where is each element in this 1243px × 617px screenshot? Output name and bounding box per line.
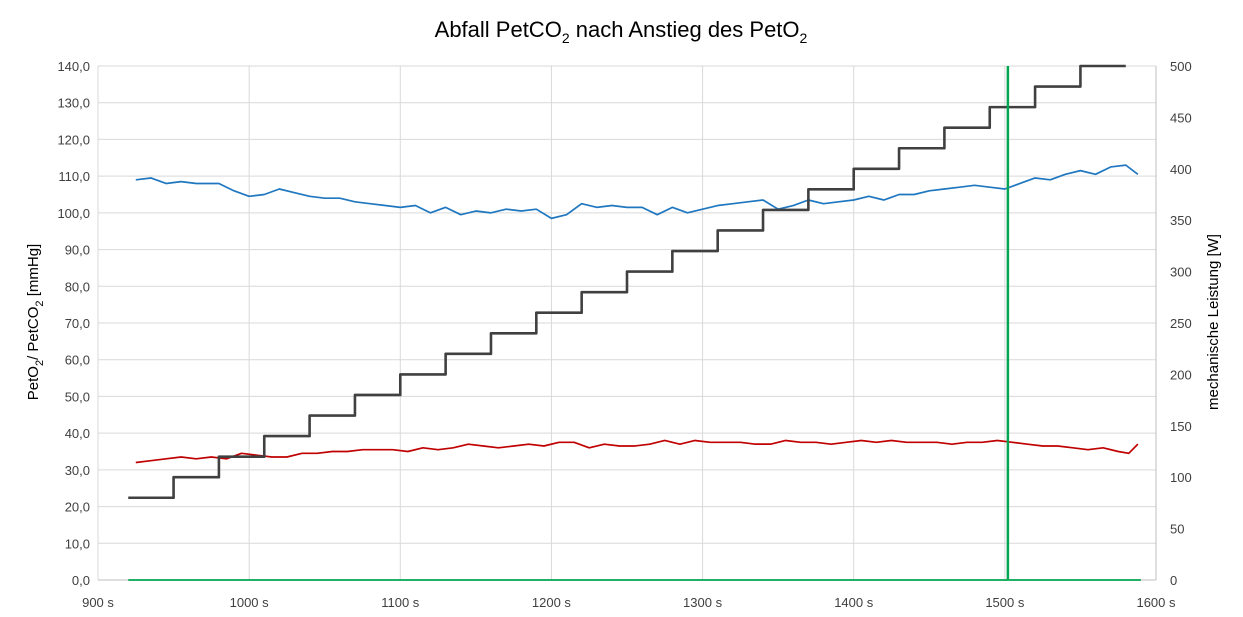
y-left-tick-label: 0,0 — [72, 573, 90, 588]
y-right-tick-label: 250 — [1170, 316, 1192, 331]
y-left-tick-labels: 0,0 10,0 20,0 30,0 40,0 50,0 60,0 70,0 80,0 90,0 1… — [57, 59, 90, 588]
x-tick-label: 1100 s — [381, 595, 420, 610]
x-tick-label: 1400 s — [834, 595, 874, 610]
x-tick-label: 900 s — [82, 595, 114, 610]
y-right-tick-labels: 0 50 100 150 200 250 300 350 400 450 500 — [1170, 59, 1192, 588]
y-left-tick-label: 50,0 — [65, 389, 90, 404]
y-left-tick-label: 70,0 — [65, 316, 90, 331]
y-left-tick-label: 90,0 — [65, 243, 90, 258]
series-line-1 — [135, 439, 1139, 464]
gridlines — [97, 65, 1157, 581]
x-tick-label: 1200 s — [532, 595, 572, 610]
y-right-tick-label: 150 — [1170, 419, 1192, 434]
y-left-tick-label: 130,0 — [57, 96, 90, 111]
y-left-tick-label: 140,0 — [57, 59, 90, 74]
series-line-0 — [135, 164, 1139, 220]
y-left-tick-label: 80,0 — [65, 279, 90, 294]
y-right-tick-label: 100 — [1170, 470, 1192, 485]
y-right-tick-label: 50 — [1170, 522, 1184, 537]
y-left-tick-label: 10,0 — [65, 536, 90, 551]
y-left-tick-label: 60,0 — [65, 353, 90, 368]
y-left-tick-label: 30,0 — [65, 463, 90, 478]
x-tick-labels: 900 s 1000 s 1100 s 1200 s 1300 s 1400 s 1500 … — [82, 595, 1176, 610]
x-tick-label: 1600 s — [1136, 595, 1176, 610]
y-right-tick-label: 300 — [1170, 265, 1192, 280]
y-left-tick-label: 100,0 — [57, 206, 90, 221]
y-left-tick-label: 20,0 — [65, 500, 90, 515]
y-left-axis-label: PetO2/ PetCO2 [mmHg] — [25, 244, 46, 400]
x-tick-label: 1500 s — [985, 595, 1025, 610]
y-right-tick-label: 400 — [1170, 162, 1192, 177]
y-right-axis-label: mechanische Leistung [W] — [1205, 234, 1222, 410]
x-tick-label: 1300 s — [683, 595, 723, 610]
x-tick-label: 1000 s — [230, 595, 270, 610]
y-right-tick-label: 450 — [1170, 110, 1192, 125]
y-right-tick-label: 0 — [1170, 573, 1177, 588]
y-right-tick-label: 200 — [1170, 367, 1192, 382]
series-group — [128, 64, 1141, 581]
y-left-tick-label: 40,0 — [65, 426, 90, 441]
chart-title: Abfall PetCO2 nach Anstieg des PetO2 — [435, 17, 808, 46]
series-line-2 — [128, 64, 1126, 500]
y-left-tick-label: 120,0 — [57, 132, 90, 147]
y-right-tick-label: 500 — [1170, 59, 1192, 74]
y-left-tick-label: 110,0 — [58, 169, 90, 184]
y-right-tick-label: 350 — [1170, 213, 1192, 228]
